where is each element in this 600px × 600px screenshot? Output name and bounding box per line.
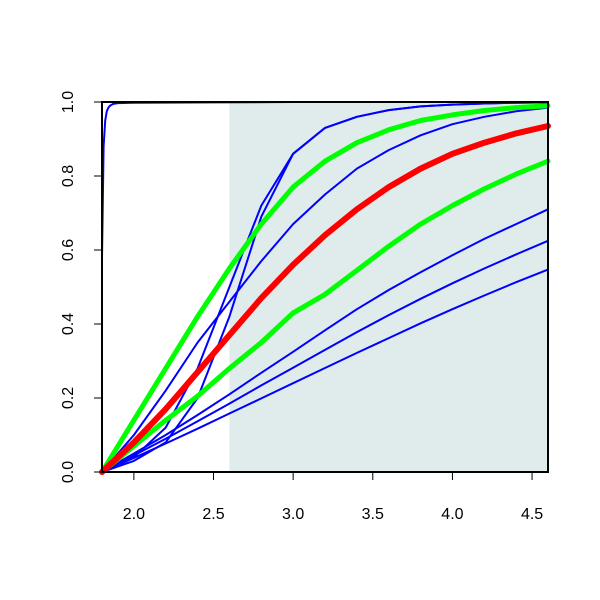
- series-line-8: [99, 103, 551, 475]
- series-layer: [99, 101, 551, 475]
- y-tick-label: 1.0: [60, 91, 77, 113]
- series-line-9: [99, 158, 551, 475]
- series-line-4: [101, 106, 549, 473]
- y-tick-label: 0.0: [60, 461, 77, 483]
- x-tick-label: 4.5: [521, 506, 543, 523]
- y-tick-label: 0.6: [60, 239, 77, 261]
- x-axis: 2.0 2.5 3.0 3.5 4.0 4.5: [123, 471, 543, 523]
- x-tick-label: 3.5: [362, 506, 384, 523]
- series-line-7: [101, 268, 549, 473]
- x-tick-label: 4.0: [441, 506, 463, 523]
- x-tick-label: 3.0: [282, 506, 304, 523]
- series-line-5: [101, 208, 549, 473]
- series-line-6: [101, 239, 549, 473]
- x-tick-label: 2.5: [202, 506, 224, 523]
- series-line-10: [99, 123, 551, 475]
- shaded-region-layer: [229, 102, 548, 472]
- y-tick-label: 0.2: [60, 387, 77, 409]
- shaded-region: [229, 102, 548, 472]
- x-tick-label: 2.0: [123, 506, 145, 523]
- y-tick-label: 0.4: [60, 313, 77, 335]
- y-axis: 0.0 0.2 0.4 0.6 0.8 1.0: [60, 91, 103, 483]
- y-tick-label: 0.8: [60, 165, 77, 187]
- series-line-3: [101, 101, 549, 473]
